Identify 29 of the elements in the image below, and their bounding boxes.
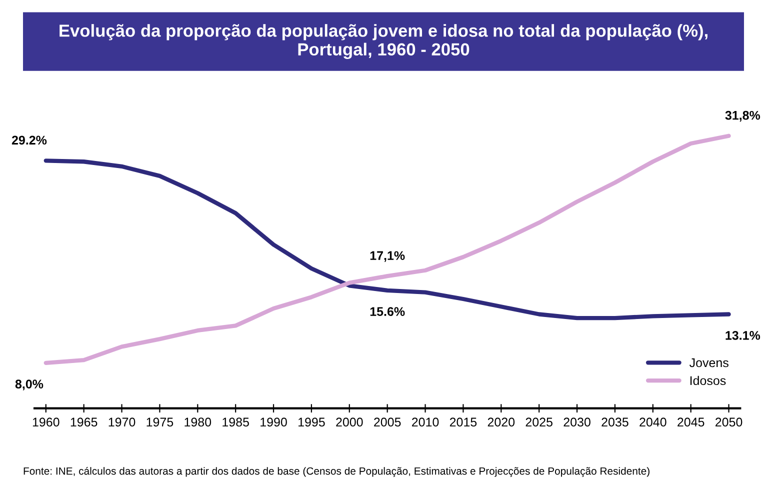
x-tick-label: 1995 — [298, 418, 325, 427]
x-tick-label: 1965 — [70, 418, 98, 427]
x-tick-label: 2010 — [412, 418, 439, 427]
x-tick-label: 2035 — [602, 418, 628, 427]
legend-label: Idosos — [690, 376, 726, 386]
chart-title: Evolução da proporção da população jovem e idosa no total da população (%), Portugal, 1960 - 2050 — [60, 24, 708, 60]
x-tick-label: 2020 — [488, 418, 515, 427]
data-label: 31,8% — [725, 110, 760, 122]
x-tick-label: 1960 — [32, 418, 60, 427]
x-tick-label: 1985 — [222, 418, 249, 427]
x-tick-label: 1980 — [184, 418, 212, 427]
x-tick-label: 2050 — [716, 418, 742, 427]
x-tick-label: 1990 — [260, 418, 287, 427]
x-tick-label: 2000 — [336, 418, 363, 427]
x-tick-label: 2040 — [640, 418, 666, 427]
source-note: Fonte: INE, cálculos das autoras a partir dos dados de base (Censos de População, Estimativas e Projecções de População Residente) — [24, 466, 650, 477]
data-label: 17,1% — [370, 251, 405, 262]
x-tick-label: 2025 — [526, 418, 552, 427]
data-label: 13.1% — [726, 330, 760, 340]
data-label: 29.2% — [12, 136, 47, 145]
legend-label: Jovens — [689, 358, 728, 368]
x-tick-label: 2030 — [564, 418, 590, 427]
x-tick-label: 1970 — [108, 418, 136, 427]
x-tick-label: 2015 — [450, 418, 477, 427]
x-tick-label: 2045 — [678, 418, 704, 427]
x-tick-label: 1975 — [146, 418, 174, 427]
x-tick-label: 2005 — [374, 418, 401, 427]
data-label: 15.6% — [370, 307, 405, 316]
data-label: 8,0% — [15, 380, 44, 390]
